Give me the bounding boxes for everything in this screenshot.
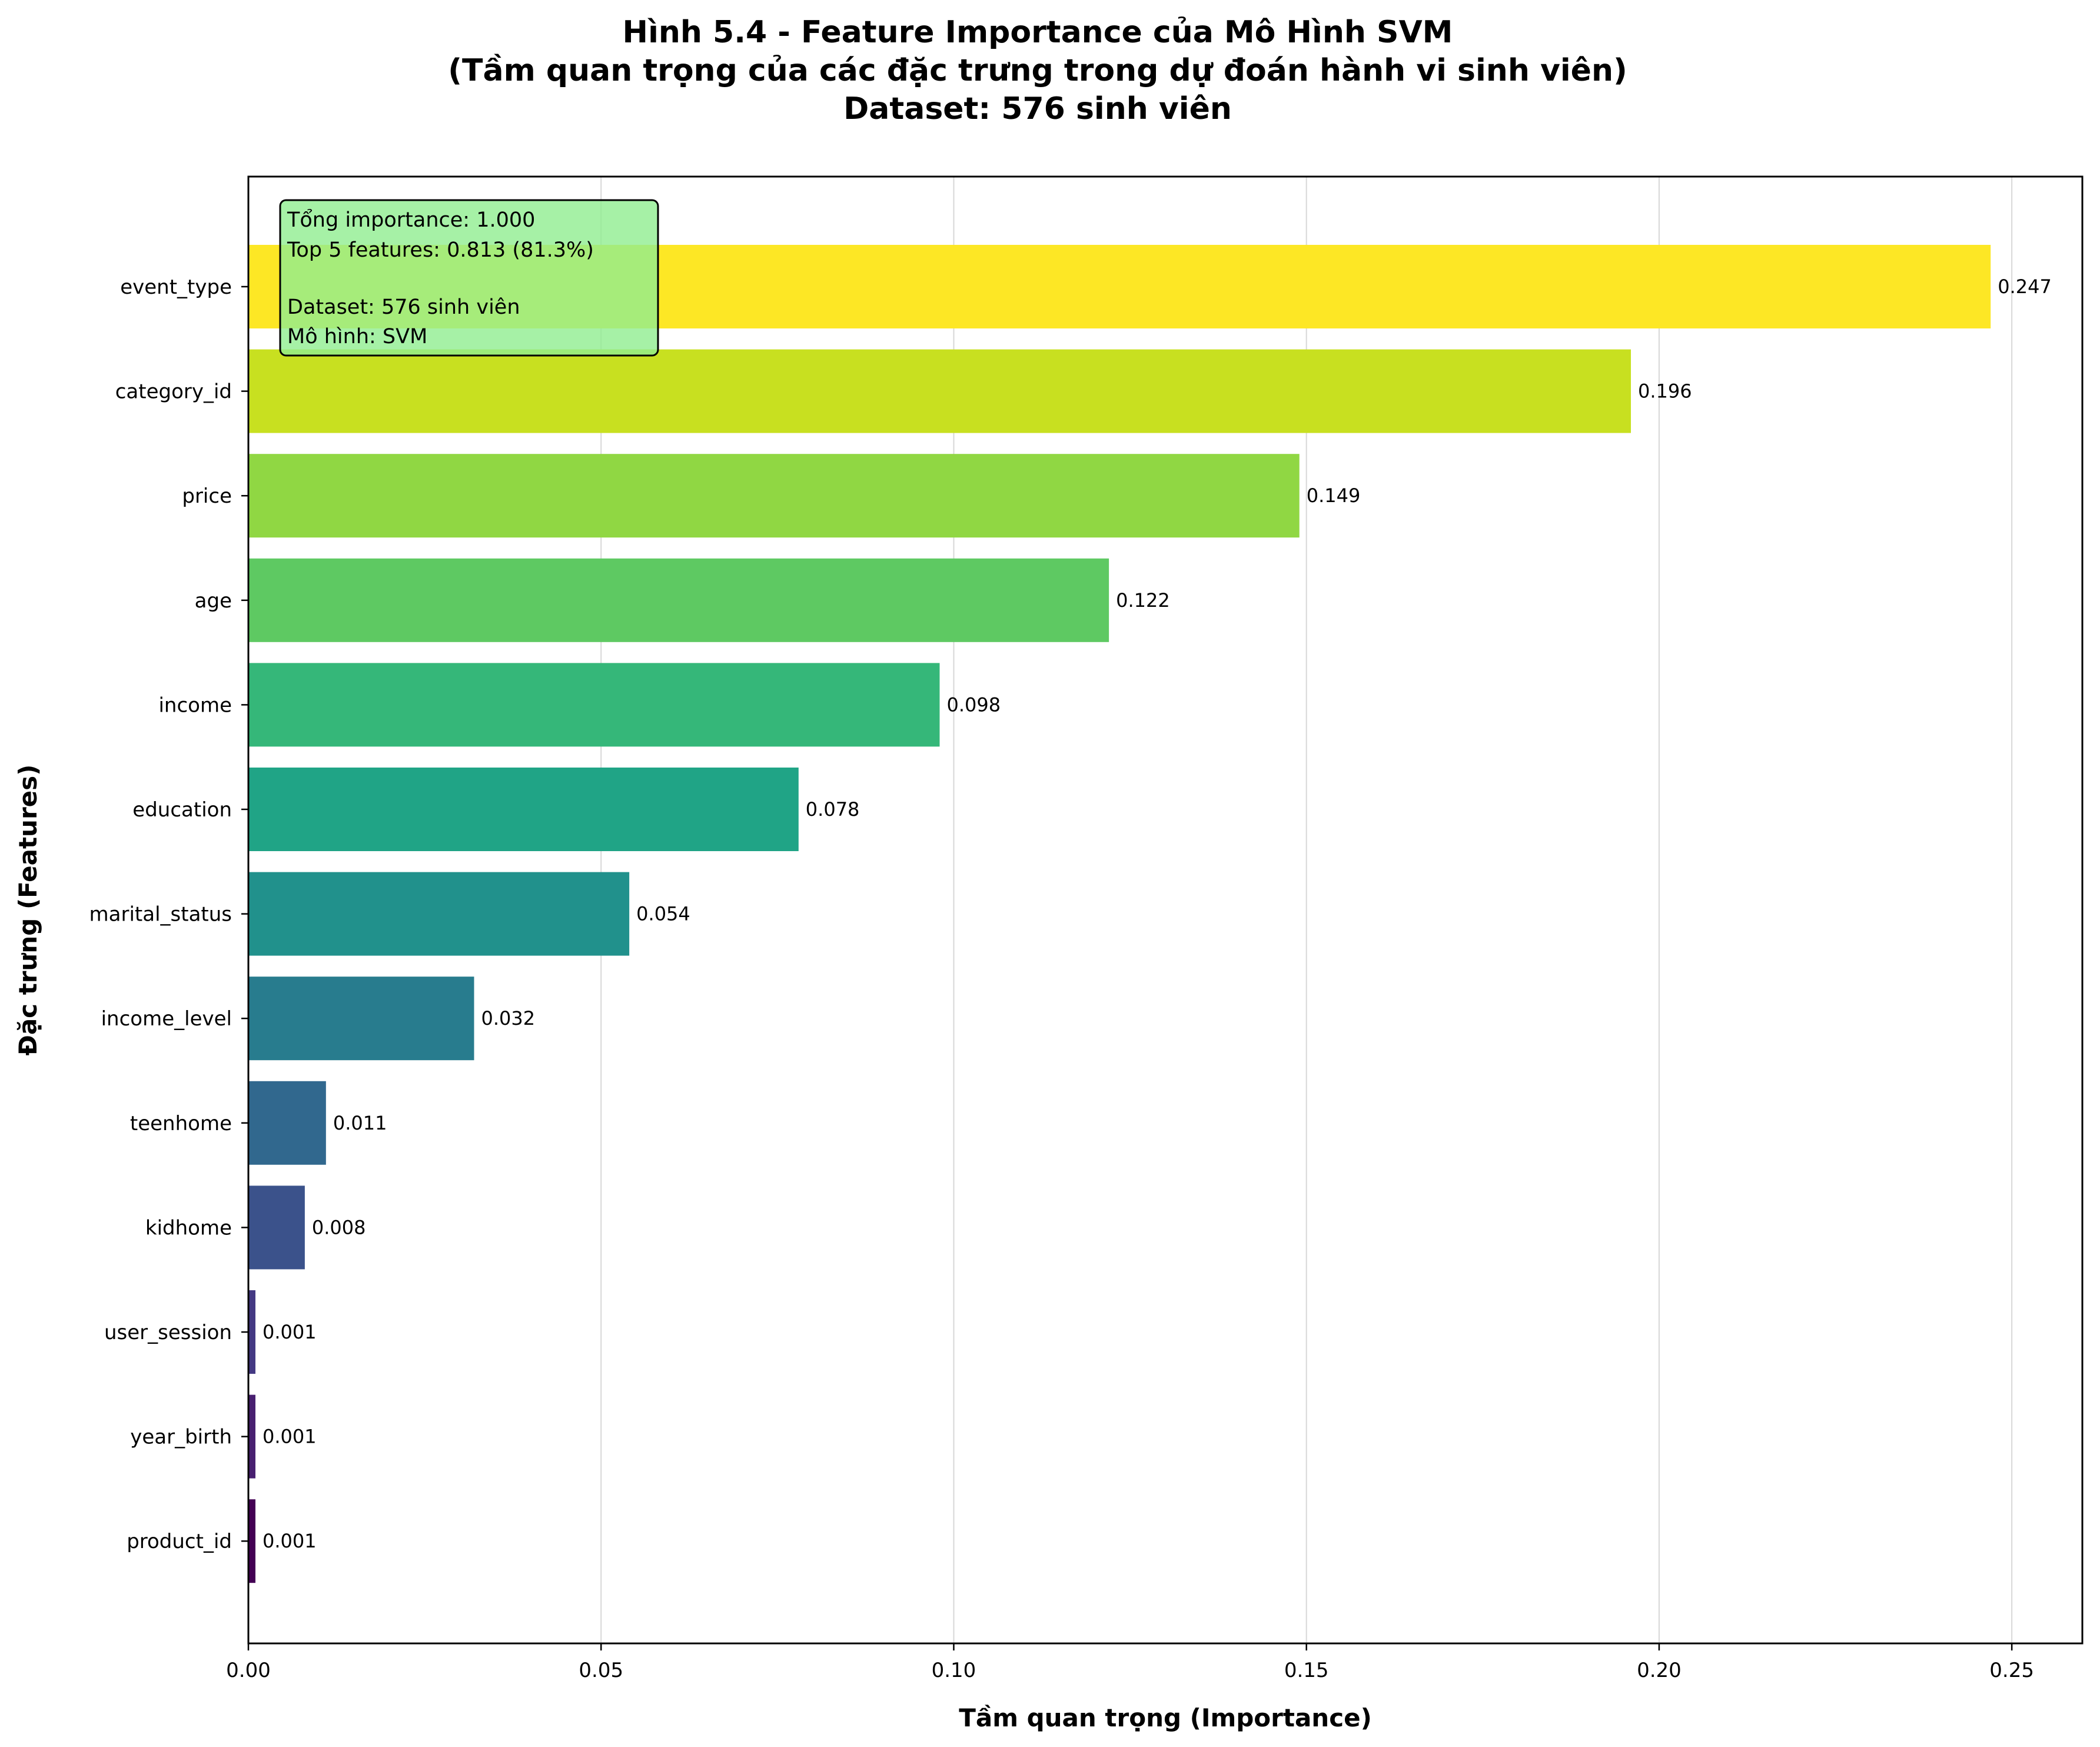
y-tick-label: income [158,693,232,717]
bar-education [248,768,799,851]
y-tick-label: year_birth [130,1426,232,1449]
info-line-dataset: Dataset: 576 sinh viên [287,295,520,319]
chart-title-line-1: Hình 5.4 - Feature Importance của Mô Hìn… [623,15,1453,50]
bar-value-label: 0.008 [312,1216,366,1238]
bar-income_level [248,977,474,1061]
bar-income [248,663,940,747]
bar-teenhome [248,1081,326,1165]
plot-frame [247,175,2084,1645]
x-tick-labels: 0.00 0.05 0.10 0.15 0.20 0.25 [226,1643,2034,1682]
x-tick-label: 0.25 [1989,1659,2034,1682]
bars [248,245,1991,1583]
info-line-total: Tổng importance: 1.000 [287,208,535,232]
y-tick-label: age [195,589,232,613]
bar-value-label: 0.001 [262,1321,317,1343]
bar-user_session [248,1290,255,1374]
bar-value-label: 0.122 [1116,589,1170,612]
info-box: Tổng importance: 1.000 Top 5 features: 0… [279,199,659,357]
bar-product_id [248,1499,255,1583]
bar-age [248,558,1109,642]
bar-value-label: 0.078 [806,798,860,821]
bar-year_birth [248,1394,255,1479]
x-tick-label: 0.05 [579,1659,623,1682]
x-tick-label: 0.00 [226,1659,271,1682]
info-box-background [279,199,659,357]
y-tick-label: category_id [115,380,232,404]
y-tick-label: marital_status [89,903,232,926]
y-tick-label: price [182,484,232,508]
bar-value-label: 0.247 [1998,275,2052,298]
bar-kidhome [248,1185,305,1270]
bar-value-label: 0.054 [636,903,690,925]
y-tick-label: education [132,798,232,822]
x-tick-label: 0.15 [1284,1659,1329,1682]
y-tick-label: event_type [120,275,232,299]
y-tick-label: kidhome [145,1216,232,1240]
bar-value-label: 0.196 [1638,380,1692,403]
y-tick-label: income_level [101,1007,232,1031]
bar-value-labels: 0.247 0.196 0.149 0.122 0.098 0.078 0.054 0.032… [262,275,2052,1552]
y-tick-label: user_session [104,1321,232,1344]
bar-marital_status [248,872,630,956]
bar-price [248,454,1300,538]
y-tick-label: product_id [127,1530,232,1553]
info-line-model: Mô hình: SVM [287,325,427,348]
bar-value-label: 0.149 [1307,484,1361,507]
y-tick-label: teenhome [130,1112,232,1135]
bar-value-label: 0.098 [946,693,1001,716]
bar-value-label: 0.011 [333,1112,387,1134]
bar-value-label: 0.032 [481,1007,536,1029]
bar-category_id [248,349,1631,433]
info-line-top5: Top 5 features: 0.813 (81.3%) [287,238,594,262]
bar-value-label: 0.001 [262,1530,317,1552]
chart-title-line-2: (Tầm quan trọng của các đặc trưng trong … [448,53,1627,88]
x-axis-title: Tầm quan trọng (Importance) [959,1703,1372,1732]
y-axis-title: Đặc trưng (Features) [14,765,42,1056]
bar-value-label: 0.001 [262,1426,317,1448]
x-tick-label: 0.10 [932,1659,976,1682]
chart-title-line-3: Dataset: 576 sinh viên [843,91,1232,127]
x-tick-label: 0.20 [1637,1659,1682,1682]
